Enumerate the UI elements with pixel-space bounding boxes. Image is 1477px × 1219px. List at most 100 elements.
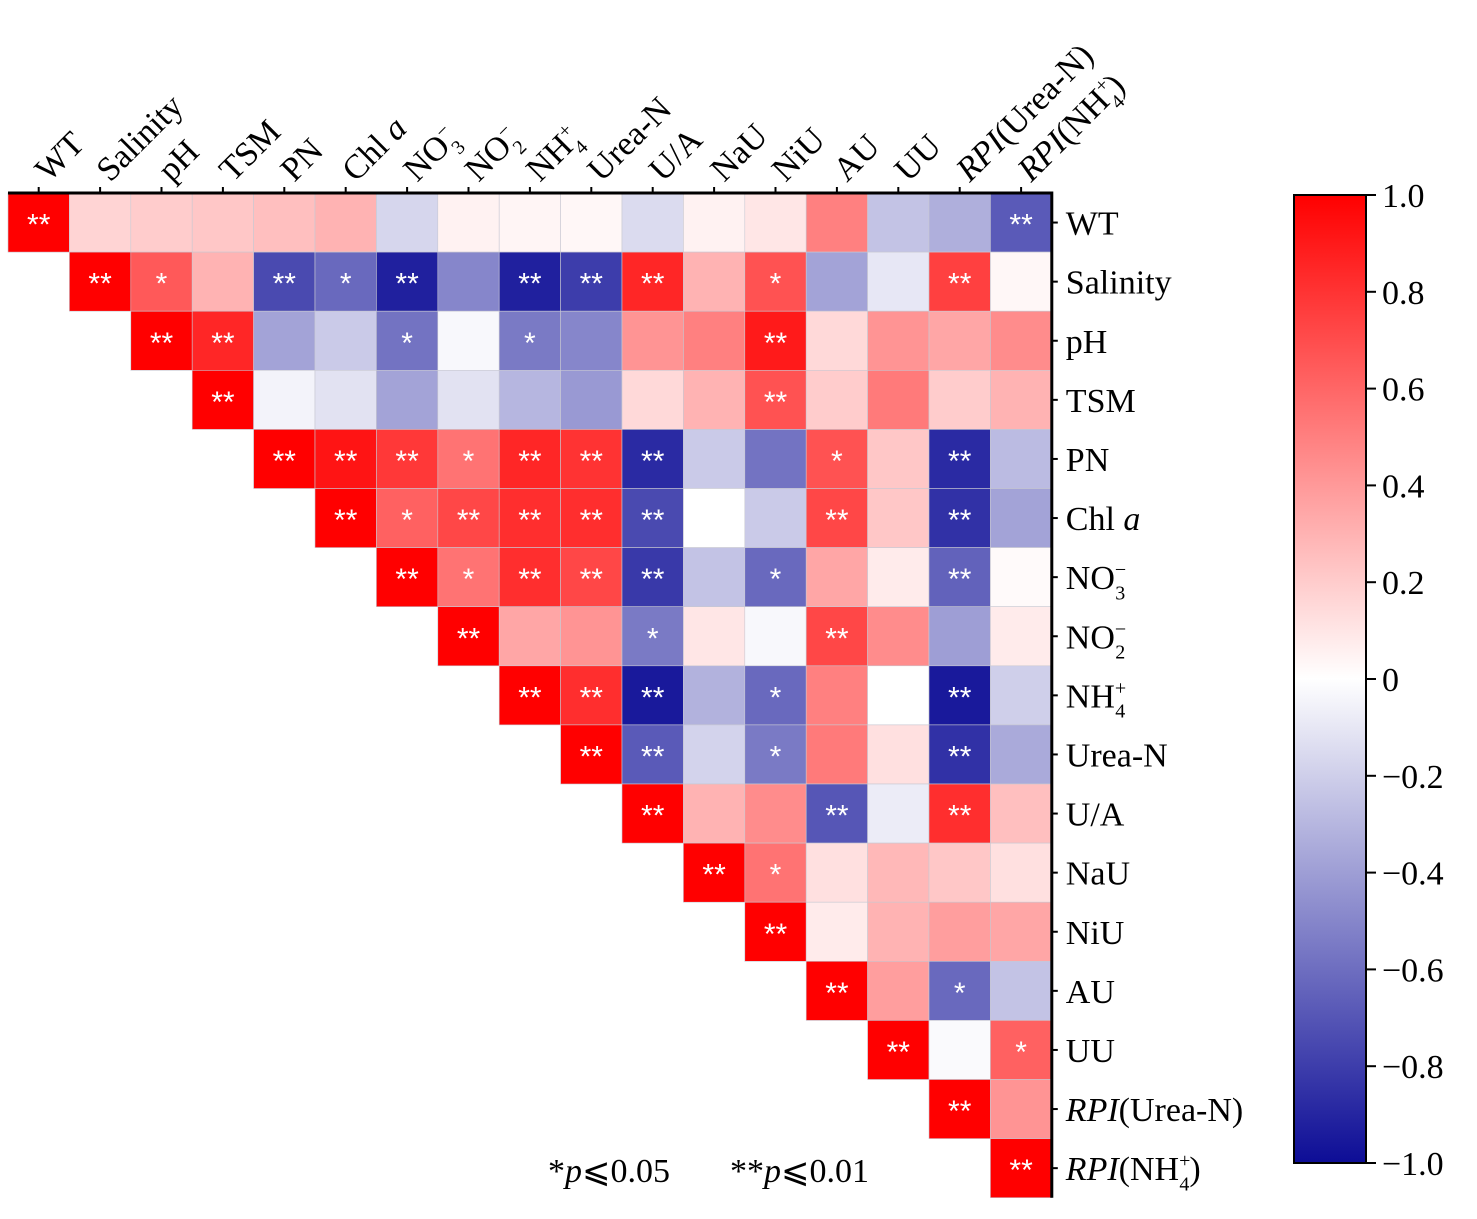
cell-var-15-var-15 — [928, 1079, 991, 1139]
cell-var-13-var-16 — [990, 960, 1053, 1021]
sig-mark-var-4-var-7: * — [463, 445, 475, 478]
cell-var-3-var-13 — [805, 369, 868, 430]
cell-var-1-var-11 — [683, 251, 746, 312]
sig-mark-var-4-var-6: ** — [395, 445, 419, 478]
row-label-var-0: WT — [1066, 206, 1119, 243]
cell-var-4-var-15 — [928, 429, 991, 489]
cell-var-3-var-14 — [867, 369, 930, 430]
cell-var-3-var-7 — [437, 369, 500, 430]
legend-entry-1: **p⩽0.01 — [730, 1153, 869, 1190]
cell-var-5-var-6 — [376, 488, 439, 548]
sig-mark-var-10-var-10: ** — [641, 800, 665, 833]
colorbar-tick-label-9: −0.8 — [1382, 1049, 1444, 1086]
cell-var-11-var-13 — [805, 842, 868, 903]
cell-var-0-var-0 — [7, 192, 70, 253]
cell-var-7-var-12 — [744, 606, 807, 667]
cell-var-5-var-5 — [314, 488, 377, 548]
sig-mark-var-4-var-8: ** — [518, 445, 542, 478]
significance-legend: *p⩽0.05 **p⩽0.01 — [548, 1153, 869, 1190]
cell-var-10-var-12 — [744, 783, 807, 844]
row-label-var-14: UU — [1066, 1033, 1115, 1070]
sig-mark-var-14-var-16: * — [1015, 1036, 1027, 1069]
cell-var-7-var-14 — [867, 606, 930, 667]
cell-var-3-var-16 — [990, 369, 1053, 430]
sig-mark-var-1-var-8: ** — [518, 268, 542, 301]
cell-var-2-var-3 — [191, 310, 254, 371]
sig-mark-var-9-var-10: ** — [641, 740, 665, 773]
sig-mark-var-7-var-13: ** — [825, 622, 849, 655]
cell-var-1-var-7 — [437, 251, 500, 312]
cell-var-0-var-16 — [990, 192, 1053, 253]
column-label-var-12: NiU — [765, 121, 833, 189]
sig-mark-var-4-var-13: * — [831, 445, 843, 478]
sig-mark-var-3-var-3: ** — [211, 386, 235, 419]
sig-mark-var-2-var-6: * — [401, 327, 413, 360]
cell-var-9-var-16 — [990, 724, 1053, 785]
row-label-var-1: Salinity — [1066, 265, 1172, 302]
cell-var-10-var-10 — [621, 783, 684, 844]
cell-var-8-var-12 — [744, 665, 807, 726]
sig-mark-var-7-var-10: * — [647, 622, 659, 655]
cell-var-7-var-16 — [990, 606, 1053, 667]
cell-var-3-var-6 — [376, 369, 439, 430]
column-label-var-8: NH+4​ — [519, 119, 594, 194]
cell-var-0-var-7 — [437, 192, 500, 253]
sig-mark-var-6-var-7: * — [463, 563, 475, 596]
cell-var-4-var-9 — [560, 429, 623, 489]
sig-mark-var-9-var-12: * — [770, 740, 782, 773]
sig-mark-var-13-var-13: ** — [825, 977, 849, 1010]
cell-var-10-var-13 — [805, 783, 868, 844]
row-label-var-2: pH — [1066, 324, 1108, 361]
cell-var-0-var-9 — [560, 192, 623, 253]
sig-mark-var-10-var-15: ** — [948, 800, 972, 833]
cell-var-0-var-3 — [191, 192, 254, 253]
cell-var-0-var-13 — [805, 192, 868, 253]
row-label-var-12: NiU — [1066, 915, 1125, 952]
sig-mark-var-4-var-9: ** — [580, 445, 604, 478]
sig-mark-var-4-var-10: ** — [641, 445, 665, 478]
cell-var-3-var-8 — [498, 369, 561, 430]
cell-var-9-var-15 — [928, 724, 991, 785]
cell-var-2-var-14 — [867, 310, 930, 371]
cell-var-9-var-12 — [744, 724, 807, 785]
cell-var-1-var-12 — [744, 251, 807, 312]
cell-var-2-var-10 — [621, 310, 684, 371]
cell-var-4-var-14 — [867, 429, 930, 489]
cell-var-2-var-16 — [990, 310, 1053, 371]
sig-mark-var-5-var-13: ** — [825, 504, 849, 537]
cell-var-5-var-16 — [990, 488, 1053, 548]
cell-var-15-var-16 — [990, 1079, 1053, 1139]
colorbar-tick-label-3: 0.4 — [1382, 468, 1425, 505]
sig-mark-var-11-var-12: * — [770, 859, 782, 892]
cell-var-13-var-14 — [867, 960, 930, 1021]
cell-var-1-var-14 — [867, 251, 930, 312]
cell-var-1-var-1 — [69, 251, 132, 312]
row-label-var-10: U/A — [1066, 797, 1125, 834]
cell-var-2-var-5 — [314, 310, 377, 371]
cell-var-9-var-14 — [867, 724, 930, 785]
sig-mark-var-2-var-8: * — [524, 327, 536, 360]
cell-var-3-var-4 — [253, 369, 316, 430]
cell-var-5-var-8 — [498, 488, 561, 548]
row-label-var-5: Chl a — [1066, 501, 1141, 538]
sig-mark-var-12-var-12: ** — [764, 918, 788, 951]
colorbar-tick-label-1: 0.8 — [1382, 275, 1425, 312]
cell-var-9-var-9 — [560, 724, 623, 785]
sig-mark-var-5-var-7: ** — [457, 504, 481, 537]
cell-var-7-var-13 — [805, 606, 868, 667]
cell-var-4-var-10 — [621, 429, 684, 489]
cell-var-10-var-15 — [928, 783, 991, 844]
cell-var-7-var-10 — [621, 606, 684, 667]
cell-var-11-var-12 — [744, 842, 807, 903]
cell-var-1-var-16 — [990, 251, 1053, 312]
cell-var-1-var-6 — [376, 251, 439, 312]
sig-mark-var-6-var-15: ** — [948, 563, 972, 596]
sig-mark-var-5-var-9: ** — [580, 504, 604, 537]
row-label-var-16: RPI(NH+4​) — [1065, 1150, 1201, 1195]
cell-var-4-var-16 — [990, 429, 1053, 489]
sig-mark-var-10-var-13: ** — [825, 800, 849, 833]
sig-mark-var-6-var-6: ** — [395, 563, 419, 596]
column-label-var-5: Chl a — [335, 110, 414, 189]
sig-mark-var-8-var-10: ** — [641, 681, 665, 714]
